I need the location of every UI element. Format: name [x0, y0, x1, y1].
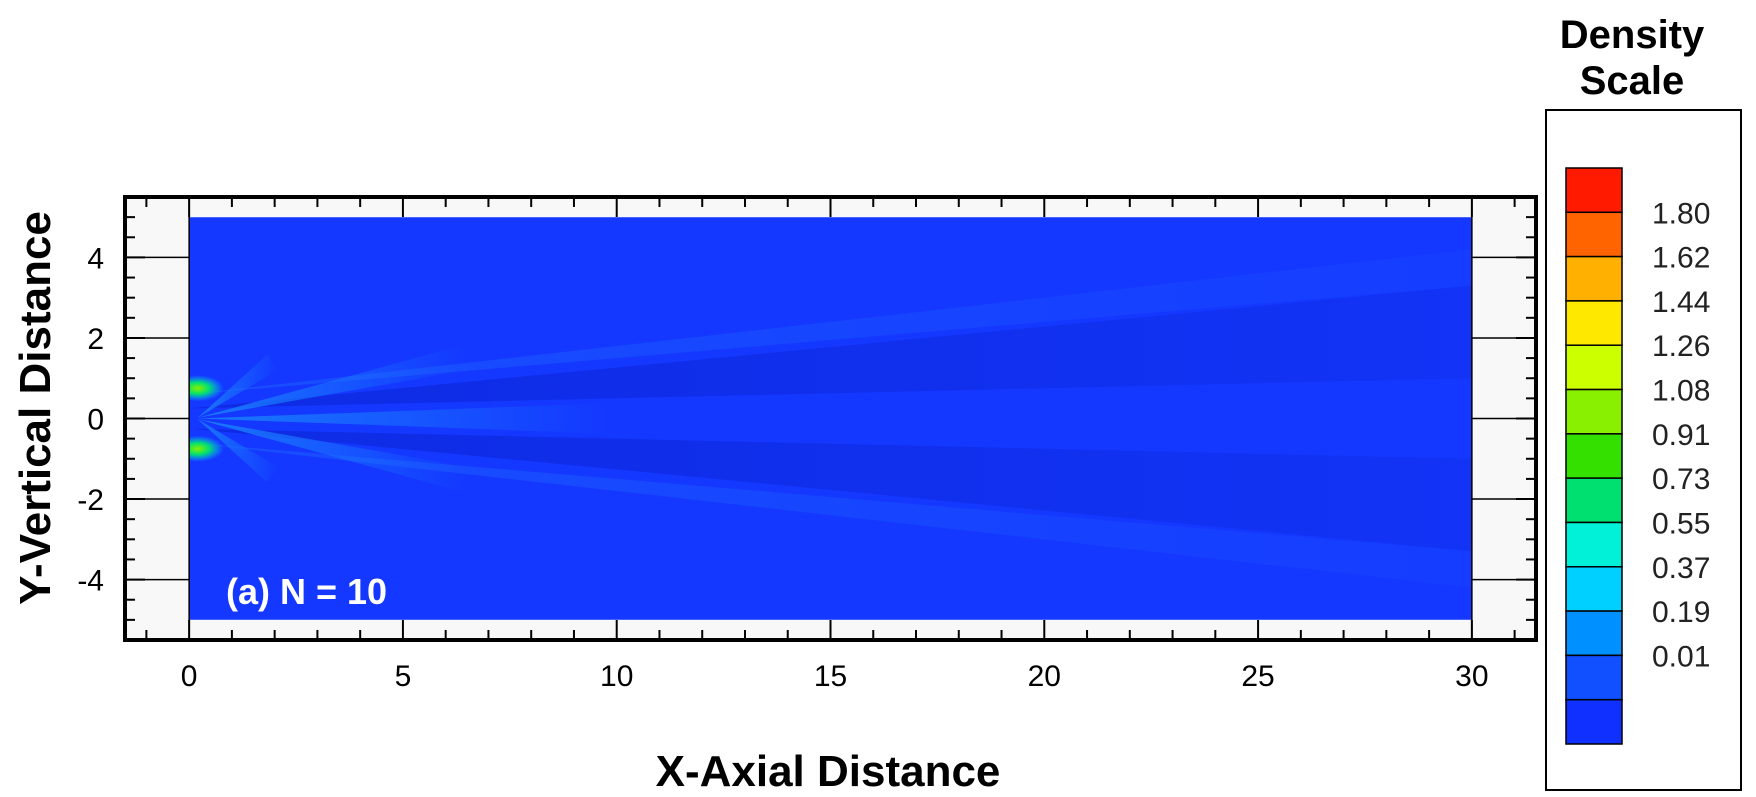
legend-level-label: 1.80	[1652, 197, 1710, 230]
x-tick-label: 10	[600, 660, 633, 693]
legend-level-label: 1.08	[1652, 375, 1710, 408]
legend-band	[1565, 477, 1623, 524]
y-tick-label: -2	[77, 484, 104, 517]
y-tick-label: 2	[87, 323, 104, 356]
density-streak-lower-2	[197, 419, 279, 483]
legend-band	[1565, 344, 1623, 391]
x-tick-labels: 0 5 10 15 20 25 30	[181, 660, 1489, 693]
x-tick-label: 20	[1028, 660, 1061, 693]
legend-level-label: 1.62	[1652, 242, 1710, 275]
legend-band	[1565, 300, 1623, 346]
legend-level-label: 0.19	[1652, 596, 1710, 629]
legend-band	[1565, 167, 1623, 214]
legend-band	[1565, 654, 1623, 701]
legend-color-bands	[1565, 167, 1623, 745]
legend-band	[1565, 698, 1623, 745]
legend-level-labels: 1.80 1.62 1.44 1.26 1.08 0.91 0.73 0.55 0.37 0.19…	[1652, 197, 1710, 673]
legend-title-line2: Scale	[1580, 59, 1685, 103]
y-tick-label: -4	[77, 565, 104, 598]
legend-level-label: 1.44	[1652, 286, 1710, 319]
density-streak-center	[197, 403, 609, 434]
upper-jet	[189, 375, 224, 402]
legend-band	[1565, 566, 1623, 612]
lower-dark-wedge	[189, 428, 1472, 552]
legend-band	[1565, 521, 1623, 568]
density-streak-upper-2	[197, 354, 279, 418]
x-axis-label: X-Axial Distance	[656, 747, 1001, 796]
y-tick-label: 0	[87, 404, 104, 437]
x-tick-label: 5	[395, 660, 412, 693]
density-field	[189, 217, 1472, 620]
legend-band	[1565, 433, 1623, 479]
upper-wide-plume	[189, 249, 1472, 395]
colorbar-legend: Density Scale 1.80 1.62 1.44 1.26 1.08 0.91 0.…	[1545, 13, 1742, 791]
y-tick-labels: 4 2 0 -2 -4	[77, 242, 104, 597]
legend-band	[1565, 211, 1623, 258]
annotation-label: (a) N = 10	[226, 571, 387, 612]
legend-band	[1565, 255, 1623, 302]
lower-jet	[189, 435, 224, 462]
lower-wide-plume	[189, 442, 1472, 588]
x-tick-label: 15	[814, 660, 847, 693]
x-tick-label: 0	[181, 660, 198, 693]
x-tick-label: 30	[1455, 660, 1488, 693]
legend-level-label: 1.26	[1652, 330, 1710, 363]
legend-level-label: 0.01	[1652, 640, 1710, 673]
legend-level-label: 0.91	[1652, 419, 1710, 452]
legend-title-line1: Density	[1560, 13, 1705, 57]
legend-band	[1565, 610, 1623, 657]
y-tick-label: 4	[87, 242, 104, 275]
legend-band	[1565, 388, 1623, 435]
upper-dark-wedge	[189, 285, 1472, 409]
plot-frame-border	[123, 195, 1538, 642]
legend-level-label: 0.37	[1652, 552, 1710, 585]
y-axis-label: Y-Vertical Distance	[11, 211, 60, 605]
density-streak-upper-1	[197, 345, 467, 418]
legend-level-label: 0.55	[1652, 507, 1710, 540]
annotation-box: (a) N = 10	[206, 557, 461, 617]
x-tick-label: 25	[1241, 660, 1274, 693]
density-streak-lower-1	[197, 419, 467, 492]
legend-level-label: 0.73	[1652, 463, 1710, 496]
